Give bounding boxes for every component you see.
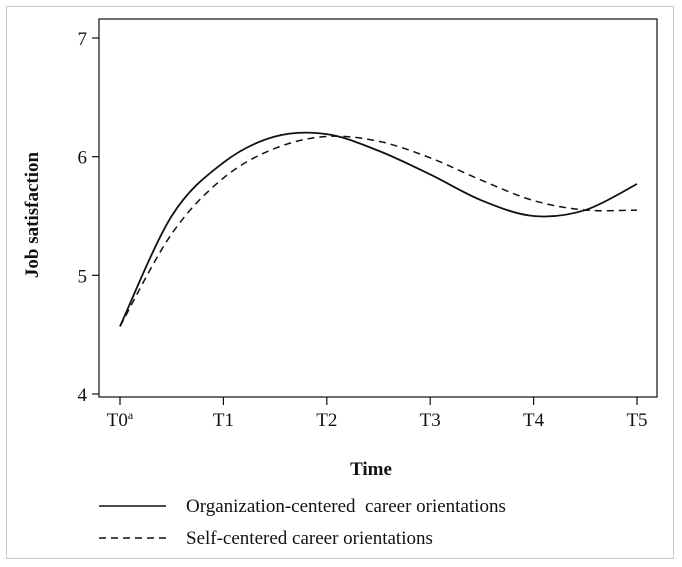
series-line-self-centered [119,135,638,327]
x-tick-superscript: a [128,408,134,422]
plot-frame [98,18,658,398]
legend: Organization-centered career orientation… [99,496,506,549]
x-tick-label-T0: T0a [107,408,134,431]
y-tick-label-6: 6 [78,148,88,169]
x-tick-label-T3: T3 [420,410,441,431]
series-layer [119,131,638,327]
y-tick-label-7: 7 [78,29,88,50]
x-tick-label-T4: T4 [523,410,545,431]
y-axis-title: Job satisfaction [22,152,43,279]
x-axis-title: Time [350,459,392,480]
plot-area [98,18,658,398]
x-tick-label-T1: T1 [213,410,234,431]
legend-label-organization: Organization-centered career orientation… [186,496,506,517]
series-line-organization-centered [119,131,638,327]
y-tick-label-4: 4 [78,385,88,406]
y-axis: 4 5 6 7 [78,29,99,406]
x-tick-label-T2: T2 [316,410,337,431]
y-tick-label-5: 5 [78,266,88,287]
legend-label-self: Self-centered career orientations [186,528,433,549]
figure-frame [6,6,674,559]
x-tick-label-T5: T5 [626,410,647,431]
x-axis: T0a T1 T2 T3 T4 T5 [107,397,648,431]
